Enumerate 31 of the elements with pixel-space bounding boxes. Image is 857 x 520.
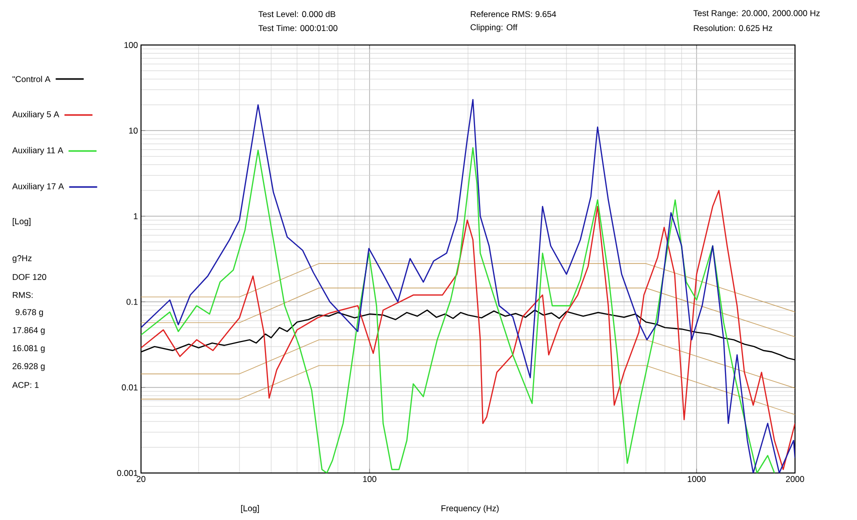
- x-tick-label: 1000: [688, 476, 706, 482]
- text: 17.864 g: [12, 327, 45, 335]
- text: DOF 120: [12, 274, 46, 280]
- legend-label: Auxiliary 17 A: [12, 183, 64, 191]
- y-tick-label: 0.001: [117, 470, 138, 476]
- legend-label: Auxiliary 11 A: [12, 147, 64, 155]
- text: Resolution: 0.625 Hz: [694, 24, 772, 32]
- legend-label: "Control A: [12, 76, 50, 82]
- x-tick-label: 20: [136, 476, 146, 482]
- text: Test Time: 000:01:00: [258, 24, 338, 32]
- x-tick-label: 2000: [786, 476, 804, 482]
- x-axis-title: Frequency (Hz): [442, 505, 499, 513]
- text: 9.678 g: [16, 309, 43, 317]
- text: ACP: 1: [12, 382, 39, 388]
- y-tick-label: 0.1: [126, 298, 138, 305]
- y-tick-label: 10: [129, 128, 138, 134]
- text: Test Range: 20.000, 2000.000 Hz: [693, 10, 820, 18]
- text: Reference RMS: 9.654: [470, 10, 556, 18]
- y-tick-label: 0.01: [122, 384, 138, 390]
- x-tick-label: 100: [363, 476, 376, 482]
- text: [Log]: [241, 505, 259, 513]
- text: Test Level: 0.000 dB: [258, 10, 336, 18]
- text: RMS:: [12, 292, 33, 298]
- y-tick-label: 100: [124, 42, 138, 48]
- text: Clipping: Off: [470, 24, 518, 32]
- text: [Log]: [12, 218, 30, 226]
- text: 26.928 g: [12, 363, 45, 371]
- text: 16.081 g: [12, 345, 45, 353]
- legend-label: Auxiliary 5 A: [12, 111, 60, 119]
- y-tick-label: 1: [134, 213, 138, 220]
- text: g?Hz: [12, 255, 32, 263]
